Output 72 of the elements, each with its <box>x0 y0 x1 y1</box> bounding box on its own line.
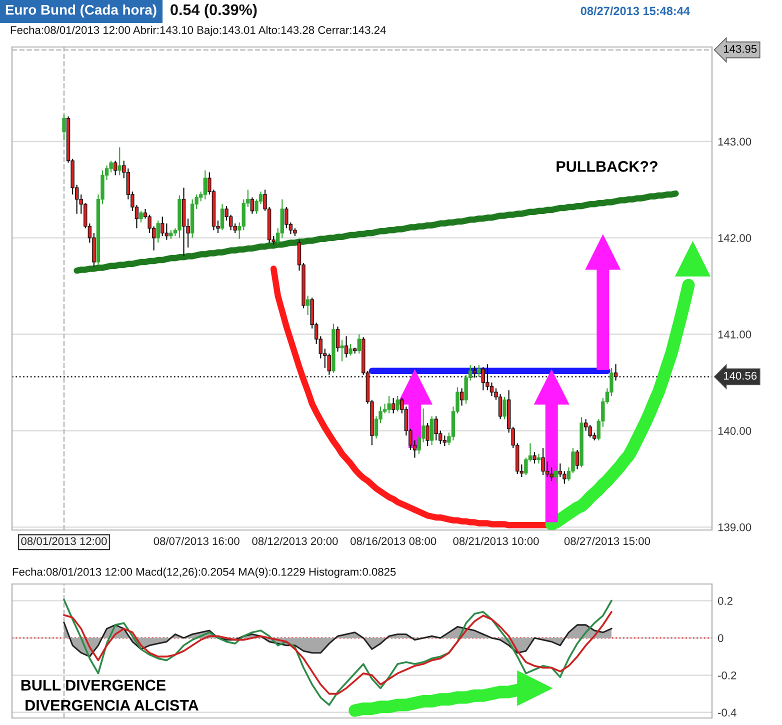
candlestick <box>541 448 545 476</box>
candlestick <box>575 449 580 470</box>
annotation: DIVERGENCIA ALCISTA <box>26 700 198 711</box>
x-tick-label: 08/07/2013 16:00 <box>154 536 240 546</box>
candlestick <box>160 216 164 237</box>
y-tick-label: 141.00 <box>718 330 752 338</box>
y-tick-label: 142.00 <box>718 234 752 242</box>
candlestick <box>430 416 434 446</box>
candlestick <box>545 460 550 478</box>
candlestick <box>434 416 438 441</box>
candlestick <box>327 353 332 376</box>
candlestick <box>306 295 310 316</box>
candlestick <box>250 196 254 214</box>
text: Fecha:08/01/2013 12:00 Abrir:143.10 Bajo:143.01 Alto:143.28 Cerrar:143.24 <box>10 26 386 36</box>
candlestick <box>558 462 562 478</box>
point <box>675 242 710 276</box>
y-tick-label: 140.00 <box>718 426 752 435</box>
chart-title: Euro Bund (Cada hora) <box>6 4 156 18</box>
x-tick-label: 08/12/2013 20:00 <box>252 536 338 546</box>
candlestick <box>498 394 502 420</box>
candlestick <box>396 395 400 412</box>
annotation: PULLBACK?? <box>556 161 658 172</box>
y-tick-label: -0.4 <box>718 708 736 717</box>
point <box>397 370 432 405</box>
annotation: BULL DIVERGENCE <box>21 680 166 691</box>
candlestick <box>442 434 447 447</box>
y-tick-label: -0.2 <box>718 671 736 680</box>
candlestick <box>532 451 536 464</box>
candlestick <box>139 210 143 224</box>
candlestick <box>348 343 352 356</box>
ref-line-label: 140.56 <box>724 372 757 380</box>
candlestick <box>550 466 554 482</box>
ref-line-label: 143.95 <box>724 45 757 53</box>
x-tick-label: 08/16/2013 08:00 <box>350 536 436 546</box>
candlestick <box>562 470 566 484</box>
candlestick <box>588 424 592 438</box>
candlestick <box>490 382 494 397</box>
candlestick <box>477 364 481 378</box>
candlestick <box>481 366 486 391</box>
candlestick <box>340 340 344 362</box>
candlestick <box>203 170 208 200</box>
x-tick-label: 08/27/2013 15:00 <box>564 536 650 546</box>
candlestick <box>464 374 468 404</box>
y-tick-label: 0 <box>718 634 724 642</box>
candlestick <box>460 388 464 406</box>
candlestick <box>554 468 558 484</box>
candlestick <box>344 336 348 358</box>
candlestick <box>536 453 541 464</box>
text: 08/27/2013 15:48:44 <box>580 6 690 16</box>
x-tick-label: 08/01/2013 12:00 <box>21 536 107 546</box>
candlestick <box>164 222 169 240</box>
candlestick <box>614 364 618 382</box>
x-tick-label: 08/21/2013 10:00 <box>453 536 539 546</box>
candlestick <box>113 160 118 176</box>
candlestick <box>156 220 160 244</box>
candlestick <box>392 397 396 414</box>
candlestick <box>472 366 476 378</box>
chart-title: Fecha:08/01/2013 12:00 Macd(12,26):0.2054 MA(9):0.1229 Histogram:0.0825 <box>12 568 396 578</box>
line-series <box>63 611 612 695</box>
candlestick <box>220 204 224 231</box>
candlestick <box>426 422 430 447</box>
chart-subtitle: 0.54 (0.39%) <box>170 4 257 18</box>
y-tick-label: 139.00 <box>718 523 752 532</box>
candlestick <box>357 334 361 354</box>
point <box>586 234 620 270</box>
candlestick <box>387 395 391 414</box>
candlestick <box>336 326 340 352</box>
candlestick <box>502 396 506 420</box>
y-tick-label: 143.00 <box>718 138 752 146</box>
y-tick-label: 0.2 <box>718 597 732 605</box>
point <box>534 370 569 405</box>
candlestick <box>118 146 122 176</box>
